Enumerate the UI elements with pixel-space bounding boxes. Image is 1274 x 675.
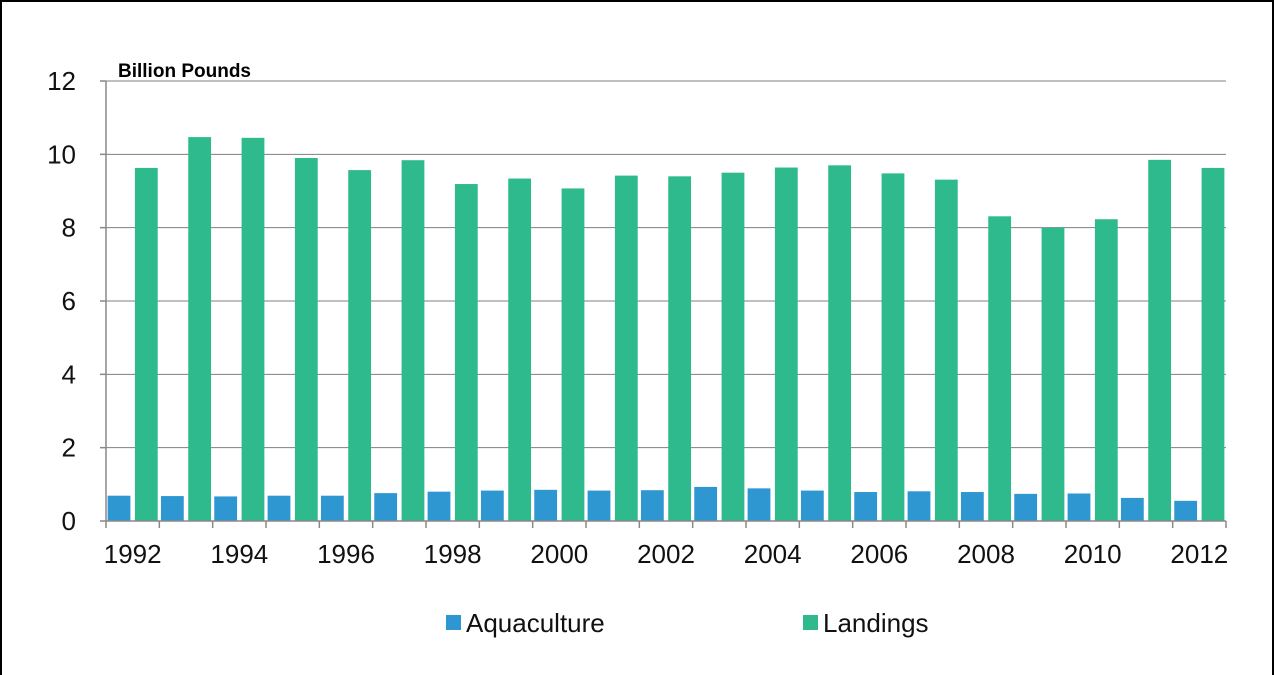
bar-landings-1995 [294, 158, 318, 521]
bar-landings-2009 [1041, 227, 1065, 522]
bar-aquaculture-2004 [747, 488, 771, 521]
bar-landings-2005 [828, 165, 852, 521]
x-tick-label: 1996 [317, 539, 375, 569]
bar-aquaculture-1994 [214, 496, 238, 521]
bar-aquaculture-2006 [854, 492, 878, 521]
x-tick-label: 2010 [1064, 539, 1122, 569]
bar-aquaculture-1997 [374, 493, 398, 521]
x-tick-label: 2012 [1170, 539, 1228, 569]
gridlines [106, 80, 1226, 449]
bar-aquaculture-1995 [267, 495, 291, 521]
bar-landings-1993 [188, 137, 212, 521]
legend-swatch-landings [803, 615, 818, 630]
legend-label-aquaculture: Aquaculture [466, 608, 605, 638]
x-tick-label: 2004 [744, 539, 802, 569]
x-tick-label: 2000 [530, 539, 588, 569]
bar-landings-2002 [668, 176, 692, 521]
bar-landings-2003 [721, 172, 745, 522]
y-tick-label: 0 [62, 506, 76, 536]
bar-aquaculture-2003 [694, 486, 718, 521]
x-tick-label: 2008 [957, 539, 1015, 569]
y-tick-label: 8 [62, 213, 76, 243]
bar-landings-1992 [134, 167, 158, 521]
bar-aquaculture-1993 [160, 496, 184, 521]
bar-aquaculture-2002 [640, 490, 664, 521]
bar-landings-1996 [348, 170, 372, 521]
y-tick-labels: 0 2 4 6 8 10 12 [47, 66, 76, 536]
bar-landings-2011 [1148, 159, 1172, 521]
bar-aquaculture-2010 [1067, 493, 1091, 521]
bar-aquaculture-2011 [1120, 497, 1144, 521]
bar-landings-2010 [1094, 219, 1118, 522]
bar-aquaculture-2007 [907, 491, 931, 521]
bar-aquaculture-1999 [480, 490, 504, 521]
x-tick-label: 2006 [850, 539, 908, 569]
x-tick-label: 2002 [637, 539, 695, 569]
y-tick-label: 2 [62, 433, 76, 463]
bar-landings-2004 [774, 167, 798, 521]
bar-landings-1999 [508, 178, 532, 521]
x-tick-label: 1998 [424, 539, 482, 569]
legend: Aquaculture Landings [446, 608, 929, 638]
y-tick-label: 4 [62, 359, 76, 389]
bar-aquaculture-2008 [960, 492, 984, 521]
bar-landings-2001 [614, 175, 638, 521]
y-tick-label: 12 [47, 66, 76, 96]
bar-landings-1997 [401, 160, 425, 521]
y-tick-label: 10 [47, 139, 76, 169]
tick-marks [100, 80, 1227, 528]
bars [107, 137, 1225, 522]
bar-aquaculture-1998 [427, 491, 451, 521]
x-tick-label: 1994 [210, 539, 268, 569]
bar-landings-2007 [934, 179, 958, 521]
legend-swatch-aquaculture [446, 615, 461, 630]
bar-aquaculture-1992 [107, 495, 131, 521]
x-tick-labels: 1992 1994 1996 1998 2000 2002 2004 2006 2008 2010… [104, 539, 1229, 569]
x-tick-label: 1992 [104, 539, 162, 569]
bar-aquaculture-2001 [587, 490, 611, 521]
bar-landings-2012 [1201, 167, 1225, 521]
bar-landings-2000 [561, 188, 585, 521]
y-axis-unit-label: Billion Pounds [118, 61, 251, 82]
bar-landings-1998 [454, 184, 478, 521]
y-tick-label: 6 [62, 286, 76, 316]
bar-landings-2008 [988, 216, 1012, 522]
bar-landings-1994 [241, 137, 265, 521]
legend-label-landings: Landings [823, 608, 929, 638]
bar-aquaculture-2005 [800, 490, 824, 521]
bar-aquaculture-2009 [1014, 493, 1038, 521]
bar-landings-2006 [881, 173, 905, 521]
bar-aquaculture-2012 [1174, 500, 1198, 521]
bar-aquaculture-2000 [534, 489, 558, 521]
bar-aquaculture-1996 [320, 495, 344, 521]
